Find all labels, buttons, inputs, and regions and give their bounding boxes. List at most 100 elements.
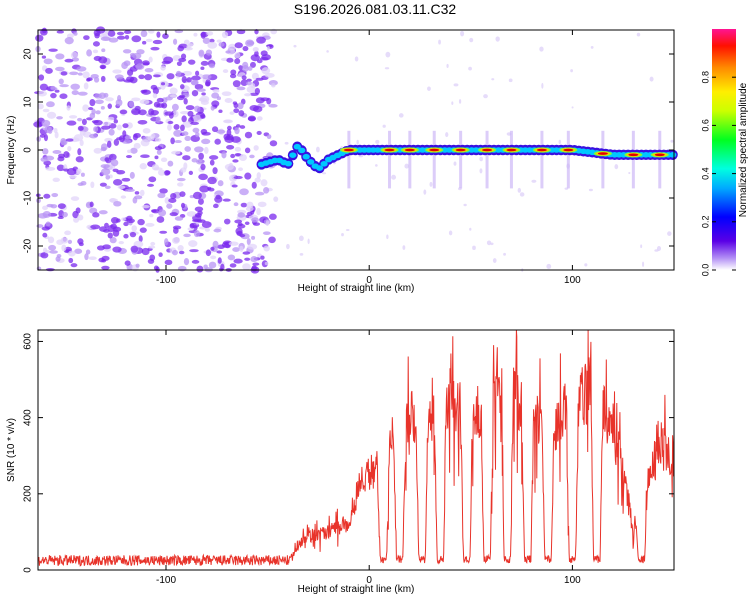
noise-blob	[49, 250, 58, 254]
noise-blob	[176, 61, 182, 66]
noise-blob	[109, 236, 117, 244]
noise-blob	[59, 93, 68, 99]
noise-blob	[138, 74, 145, 80]
noise-blob	[217, 257, 222, 264]
noise-blob	[263, 245, 270, 252]
noise-blob	[167, 123, 172, 131]
noise-blob	[226, 125, 232, 131]
faint-speckle	[636, 32, 641, 37]
noise-blob	[133, 142, 141, 149]
noise-blob	[189, 223, 195, 229]
noise-blob	[43, 58, 53, 65]
noise-blob	[125, 135, 132, 140]
noise-blob	[155, 116, 161, 124]
noise-blob	[36, 224, 44, 228]
noise-blob	[50, 204, 58, 209]
noise-blob	[207, 176, 217, 185]
noise-blob	[195, 70, 200, 76]
ridge-mid	[307, 159, 315, 165]
noise-blob	[147, 183, 154, 187]
noise-blob	[210, 255, 217, 260]
noise-blob	[101, 259, 107, 263]
noise-blob	[229, 73, 237, 79]
noise-blob	[150, 133, 156, 138]
noise-blob	[104, 157, 110, 162]
noise-blob	[45, 166, 56, 171]
ridge-hot-core	[343, 148, 354, 152]
noise-blob	[131, 97, 141, 102]
noise-blob	[116, 124, 122, 131]
noise-blob	[139, 227, 147, 233]
noise-blob	[242, 65, 249, 72]
faint-speckle	[541, 82, 544, 89]
noise-blob	[79, 130, 86, 136]
noise-blob	[178, 57, 187, 63]
noise-blob	[157, 169, 166, 176]
noise-blob	[57, 216, 64, 220]
colorbar-tick-label: 0.8	[700, 71, 710, 84]
noise-blob	[54, 131, 59, 139]
noise-blob	[50, 86, 58, 91]
noise-blob	[134, 191, 140, 195]
noise-blob	[207, 41, 218, 49]
noise-blob	[168, 197, 177, 203]
noise-blob	[216, 250, 223, 254]
noise-blob	[164, 111, 174, 116]
noise-blob	[62, 211, 68, 218]
faint-speckle	[588, 188, 593, 192]
noise-blob	[139, 162, 147, 170]
noise-blob	[165, 96, 173, 101]
faint-speckle	[286, 243, 290, 250]
noise-blob	[82, 104, 90, 112]
faint-speckle	[570, 69, 573, 73]
x-tick-label: 100	[564, 575, 581, 586]
noise-blob	[128, 100, 135, 108]
noise-blob	[169, 94, 177, 98]
noise-blob	[236, 29, 246, 35]
noise-blob	[266, 134, 272, 140]
noise-blob	[41, 119, 51, 127]
faint-speckle	[451, 101, 454, 105]
noise-blob	[107, 232, 113, 239]
noise-blob	[77, 91, 88, 96]
noise-blob	[257, 201, 267, 208]
noise-blob	[90, 73, 99, 79]
noise-blob	[154, 155, 159, 160]
noise-blob	[220, 263, 225, 271]
noise-blob	[184, 135, 192, 141]
noise-blob	[162, 33, 169, 39]
faint-speckle	[491, 78, 495, 81]
noise-blob	[77, 117, 83, 122]
y-tick-label: 20	[23, 48, 34, 60]
ridge-hot-core	[563, 148, 574, 152]
noise-blob	[239, 234, 246, 238]
noise-blob	[185, 105, 195, 111]
noise-blob	[90, 224, 101, 230]
noise-blob	[216, 96, 221, 101]
vertical-streak	[408, 130, 412, 189]
faint-speckle	[429, 181, 433, 187]
noise-blob	[156, 31, 161, 38]
noise-blob	[150, 46, 160, 51]
ridge-mid	[320, 161, 328, 167]
faint-speckle	[326, 50, 329, 53]
noise-blob	[148, 176, 157, 183]
ridge-hot-core	[597, 152, 608, 155]
noise-blob	[194, 206, 204, 212]
noise-blob	[50, 92, 57, 99]
noise-blob	[159, 230, 168, 234]
faint-speckle	[284, 141, 289, 145]
noise-blob	[212, 240, 219, 249]
noise-blob	[259, 56, 269, 61]
noise-blob	[142, 40, 147, 45]
noise-blob	[182, 121, 193, 128]
noise-blob	[52, 150, 62, 154]
noise-blob	[56, 116, 63, 120]
noise-blob	[234, 52, 241, 59]
noise-blob	[129, 231, 137, 238]
noise-blob	[131, 225, 138, 232]
faint-speckle	[398, 113, 404, 118]
noise-blob	[77, 214, 84, 221]
faint-speckle	[614, 164, 619, 170]
noise-blob	[201, 138, 211, 145]
